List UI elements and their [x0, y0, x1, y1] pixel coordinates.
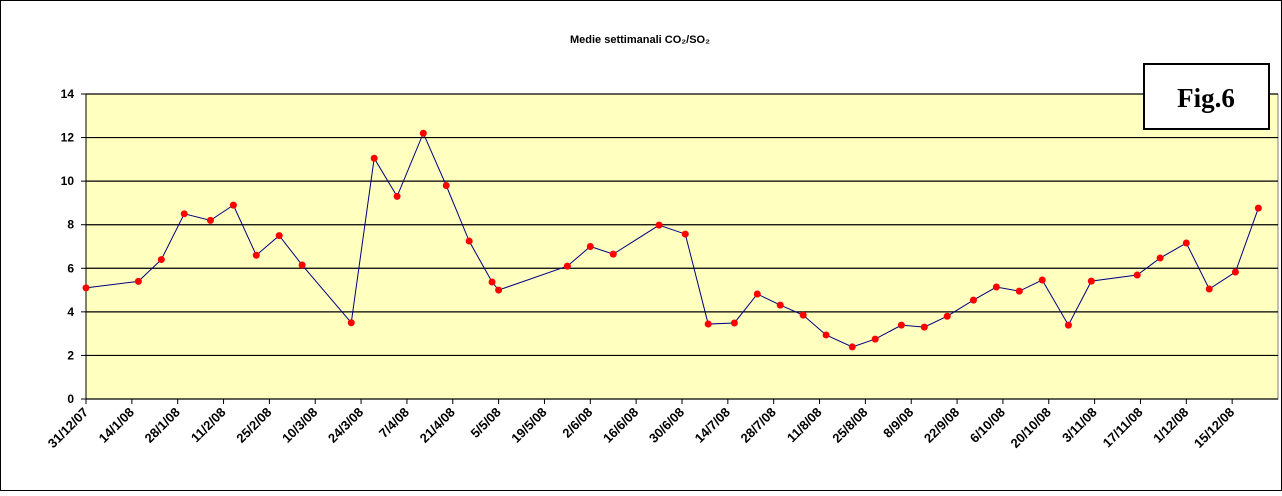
y-tick-label: 4: [67, 305, 74, 319]
data-point: [1254, 204, 1262, 212]
data-point: [730, 319, 738, 327]
data-point: [753, 290, 761, 298]
data-point: [776, 301, 784, 309]
y-tick-label: 10: [61, 174, 75, 188]
data-point: [229, 201, 237, 209]
data-point: [1156, 254, 1164, 262]
data-point: [206, 216, 214, 224]
data-point: [871, 335, 879, 343]
data-point: [495, 286, 503, 294]
y-tick-label: 14: [61, 87, 75, 101]
data-point: [370, 154, 378, 162]
data-point: [1205, 285, 1213, 293]
data-point: [275, 232, 283, 240]
data-point: [848, 343, 856, 351]
y-tick-label: 0: [67, 392, 74, 406]
data-point: [1133, 271, 1141, 279]
data-point: [1038, 276, 1046, 284]
data-point: [465, 237, 473, 245]
data-point: [1087, 277, 1095, 285]
data-point: [897, 321, 905, 329]
data-point: [1182, 239, 1190, 247]
data-point: [82, 284, 90, 292]
y-tick-label: 12: [61, 131, 75, 145]
data-point: [1064, 321, 1072, 329]
plot-area: [85, 93, 1279, 400]
y-tick-label: 2: [67, 348, 74, 362]
data-point: [799, 311, 807, 319]
data-point: [347, 319, 355, 327]
data-point: [655, 221, 663, 229]
data-point: [822, 331, 830, 339]
annotation-box: [1143, 63, 1270, 130]
data-point: [969, 296, 977, 304]
data-point: [419, 129, 427, 137]
data-point: [609, 250, 617, 258]
data-point: [442, 182, 450, 189]
data-point: [393, 192, 401, 200]
data-point: [488, 278, 496, 286]
data-point: [180, 210, 188, 218]
data-point: [992, 283, 1000, 291]
y-tick-label: 8: [67, 218, 74, 232]
data-point: [586, 243, 594, 250]
chart-title: Medie settimanali CO₂/SO₂: [570, 34, 710, 46]
data-point: [134, 277, 142, 285]
data-point: [704, 320, 712, 328]
data-point: [298, 261, 306, 269]
data-point: [681, 230, 689, 238]
annotation: Fig.6: [1177, 83, 1235, 113]
data-point: [157, 256, 165, 264]
y-tick-label: 6: [67, 261, 74, 275]
data-point: [943, 312, 951, 320]
data-point: [1231, 268, 1239, 276]
data-point: [920, 323, 928, 331]
data-point: [252, 251, 260, 259]
data-point: [563, 262, 571, 270]
data-point: [1015, 287, 1023, 295]
